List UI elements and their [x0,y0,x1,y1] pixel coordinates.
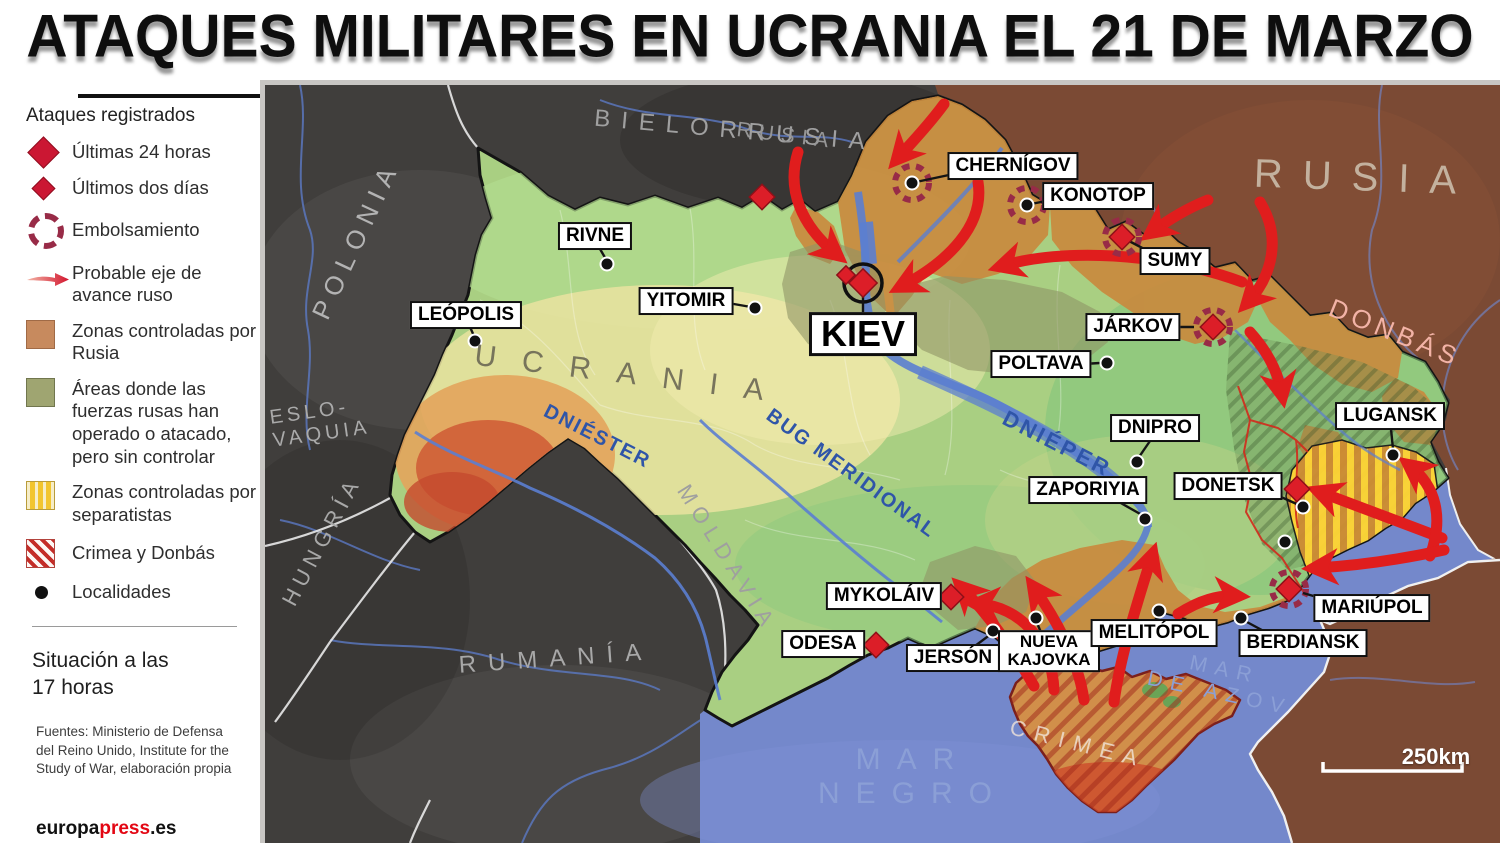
sources-note: Fuentes: Ministerio de Defensa del Reino… [36,724,232,776]
city-label-poltava: POLTAVA [990,350,1092,378]
city-label-leopolis: LEÓPOLIS [409,301,523,329]
city-label-berdiansk: BERDIANSK [1238,629,1368,657]
map-area: POLONIA BIELORRUSIA RUSIA RUSIA DONBÁS E… [260,80,1500,843]
sea-label-mar-negro: MAR NEGRO [817,743,1009,810]
russia-zone-swatch [26,319,55,349]
situation-note: Situación a las 17 horas [32,648,169,700]
advance-arrows [788,98,1450,708]
city-label-jarkov: JÁRKOV [1085,313,1181,341]
scale-label: 250km [1401,744,1471,769]
city-label-zaporiyia: ZAPORIYIA [1028,476,1148,504]
legend-item-advance-axis: Probable eje de avance ruso [26,262,260,307]
legend-item-last2days: Últimos dos días [26,176,260,201]
diamond-small-icon [31,176,56,201]
city-label-mariupol: MARIÚPOL [1313,594,1431,622]
attack-diamonds [748,183,1311,659]
scale-bar [1321,762,1464,773]
diamond-large-icon [27,136,60,169]
red-arrow-icon [27,272,69,286]
city-label-yitomir: YITOMIR [638,287,734,315]
region-label-rusia: RUSIA [1253,151,1477,204]
legend-item-separatist-zones: Zonas controladas por separatistas [26,481,260,526]
dashed-circle-icon [28,212,64,249]
neighbor-rivers [279,85,853,843]
city-label-dnipro: DNIPRO [1110,414,1200,442]
terrain-russia [935,85,1500,562]
legend-item-operated-areas: Áreas donde las fuerzas rusas han operad… [26,377,260,468]
legend-divider-top [78,94,265,98]
city-label-donetsk: DONETSK [1173,472,1283,500]
legend-item-russia-zones: Zonas controladas por Rusia [26,319,260,365]
legend-divider [32,625,237,627]
city-label-melitopol: MELITÓPOL [1090,619,1218,647]
brand-logo: europapress.es [36,818,177,839]
separatist-zone-swatch [26,481,55,511]
page-title: ATAQUES MILITARES EN UCRANIA EL 21 DE MA… [26,3,1474,71]
operated-zone-swatch [26,377,55,407]
legend-panel: Ataques registrados Últimas 24 horas Últ… [0,85,260,840]
legend-item-last24h: Últimas 24 horas [26,136,260,169]
hatched-zone-swatch [26,539,55,569]
legend-item-localities: Localidades [26,581,260,604]
city-label-rivne: RIVNE [557,222,633,250]
city-label-kiev: KIEV [808,312,918,356]
legend-item-encirclement: Embolsamiento [26,212,260,249]
legend-item-crimea-donbas: Crimea y Donbás [26,539,260,569]
locality-dots [467,175,1401,639]
city-label-nueva-kajovka: NUEVA KAJOVKA [998,630,1100,672]
city-label-odesa: ODESA [781,630,865,658]
city-label-mykolaiv: MYKOLÁIV [825,582,943,610]
city-label-sumy: SUMY [1139,247,1211,275]
city-label-jerson: JERSÓN [905,644,1001,672]
locality-dot-icon [35,585,48,599]
city-label-lugansk: LUGANSK [1335,402,1445,430]
legend-heading: Ataques registrados [26,105,195,126]
map-canvas [265,85,1500,843]
city-label-chernigov: CHERNÍGOV [947,152,1079,180]
city-label-konotop: KONOTOP [1042,182,1154,210]
